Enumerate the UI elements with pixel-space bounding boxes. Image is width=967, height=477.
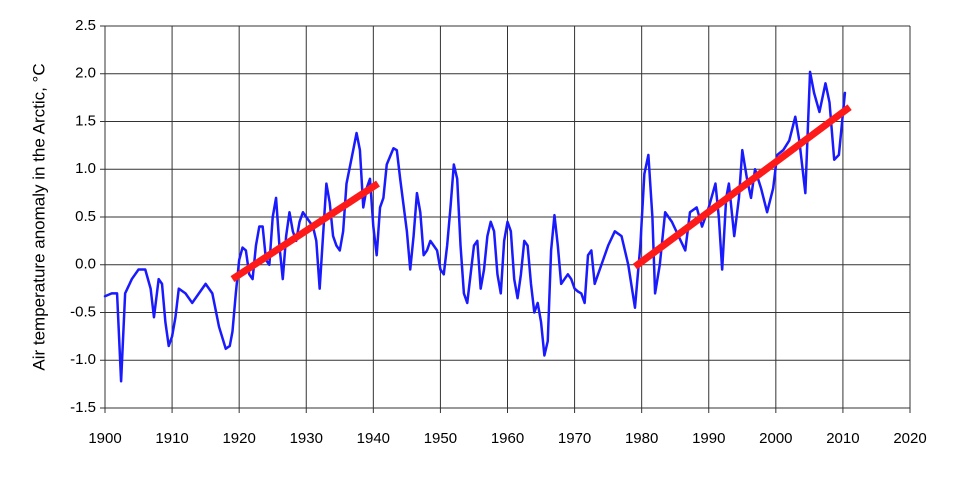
- y-tick-label: 0.5: [75, 208, 96, 225]
- trend-line: [632, 104, 852, 270]
- x-tick-label: 2020: [893, 430, 926, 447]
- y-axis-title: Air temperature anomaly in the Arctic, °…: [29, 63, 48, 370]
- y-tick-label: 0.0: [75, 256, 96, 273]
- x-tick-label: 1930: [290, 430, 323, 447]
- y-tick-label: 2.0: [75, 65, 96, 82]
- data-line: [103, 70, 847, 383]
- x-tick-label: 1970: [558, 430, 591, 447]
- x-tick-label: 1910: [155, 430, 188, 447]
- x-tick-label: 1980: [625, 430, 658, 447]
- x-tick-label: 1920: [222, 430, 255, 447]
- x-tick-label: 1990: [692, 430, 725, 447]
- x-tick-label: 1940: [357, 430, 390, 447]
- y-tick-label: -1.5: [70, 399, 96, 416]
- trend-line: [230, 180, 380, 282]
- x-tick-label: 1900: [88, 430, 121, 447]
- y-tick-label: -1.0: [70, 351, 96, 368]
- x-tick-label: 2010: [826, 430, 859, 447]
- x-tick-label: 1950: [424, 430, 457, 447]
- x-tick-label: 1960: [491, 430, 524, 447]
- x-tick-label: 2000: [759, 430, 792, 447]
- y-tick-label: 1.5: [75, 112, 96, 129]
- y-tick-label: -0.5: [70, 303, 96, 320]
- y-tick-label: 2.5: [75, 17, 96, 34]
- y-tick-label: 1.0: [75, 160, 96, 177]
